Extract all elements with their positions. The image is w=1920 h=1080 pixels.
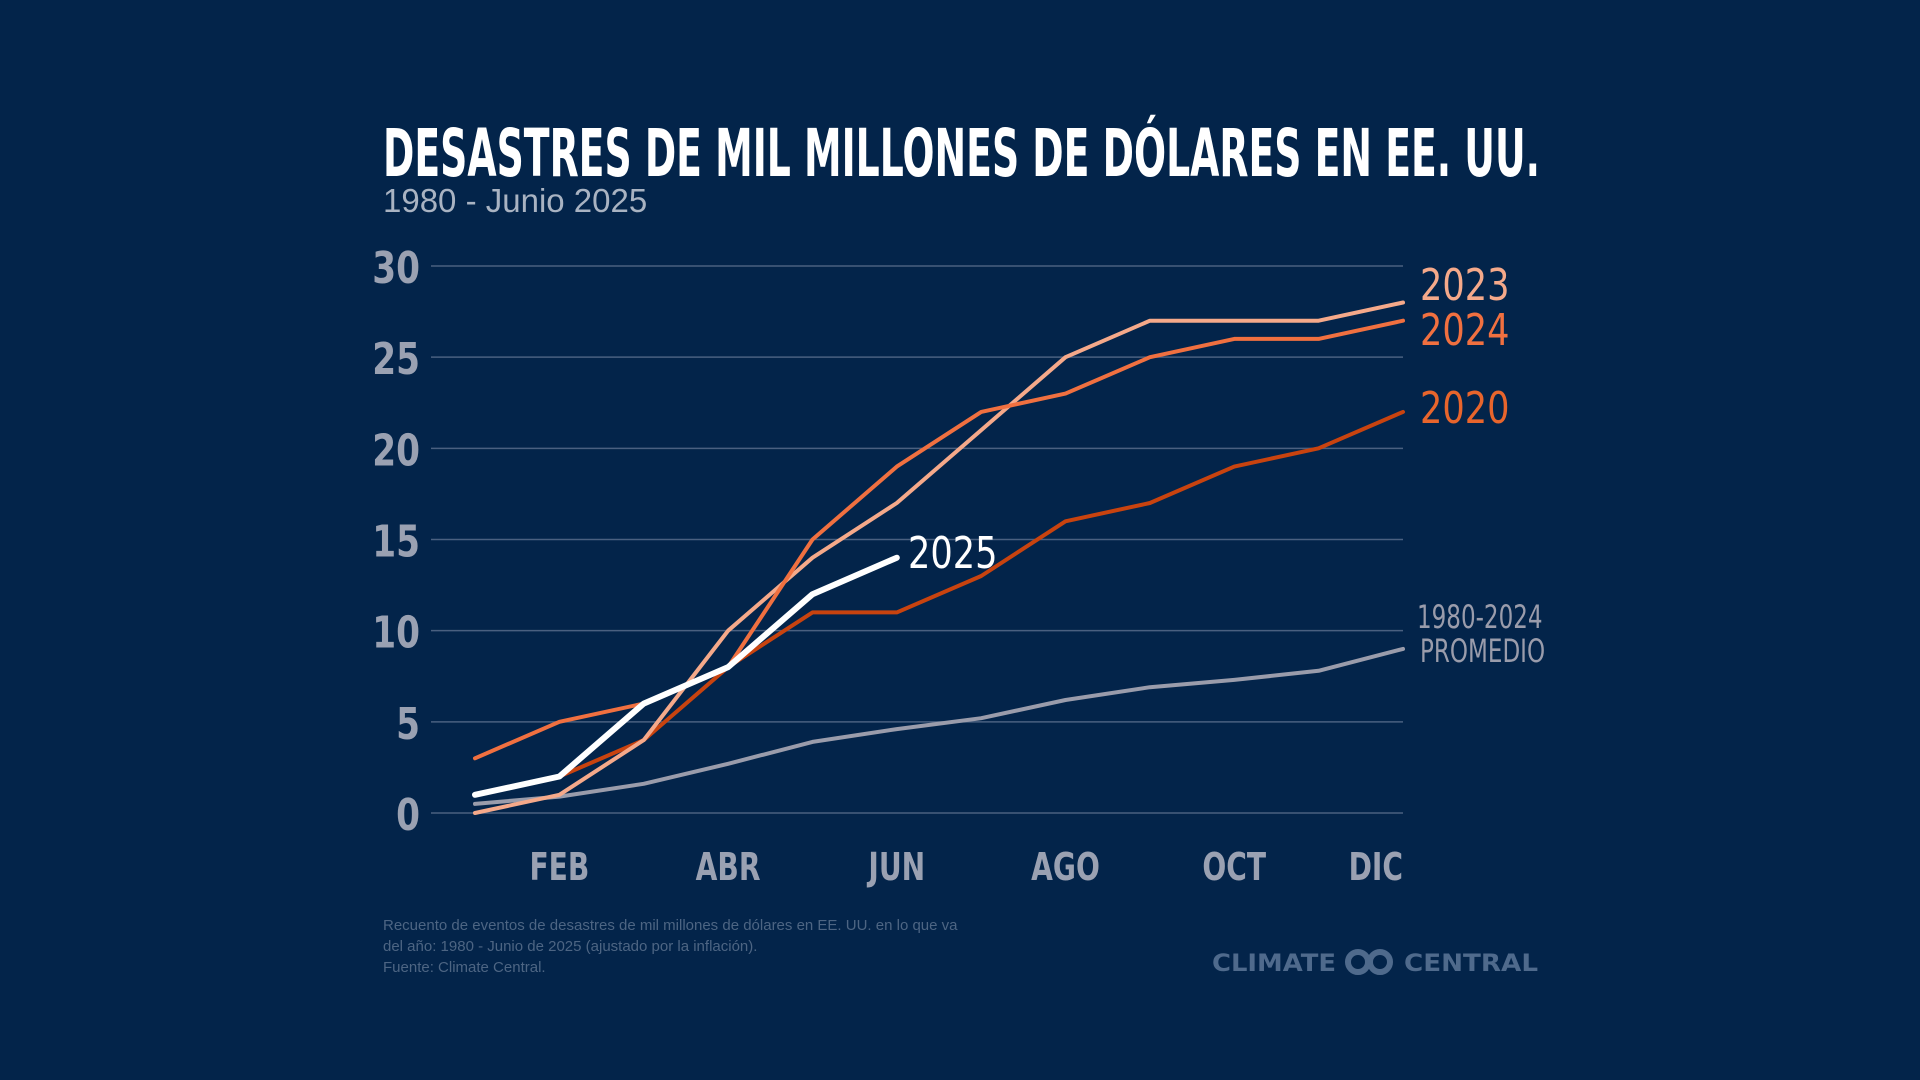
- footnote-line-1: Recuento de eventos de desastres de mil …: [383, 917, 958, 934]
- series-label-2024: 2024: [1420, 305, 1510, 356]
- y-tick-label: 15: [372, 516, 420, 567]
- logo-rings-icon: [1345, 949, 1393, 975]
- series-label-average-years: 1980-2024: [1417, 598, 1543, 636]
- chart-subtitle: 1980 - Junio 2025: [383, 182, 647, 219]
- footnote: Recuento de eventos de desastres de mil …: [383, 917, 958, 976]
- y-tick-label: 20: [372, 425, 420, 476]
- y-axis: 0 5 10 15 20 25 30: [372, 243, 420, 841]
- series-label-2023: 2023: [1420, 260, 1510, 311]
- series-lines: [472, 300, 1405, 815]
- logo-text-left: CLIMATE: [1212, 949, 1336, 977]
- y-tick-label: 5: [396, 699, 420, 750]
- series-label-2020: 2020: [1420, 383, 1510, 434]
- y-tick-label: 0: [396, 790, 420, 841]
- y-tick-label: 25: [372, 334, 420, 385]
- x-tick-label: ABR: [696, 845, 761, 889]
- x-tick-label: AGO: [1031, 845, 1100, 889]
- y-tick-label: 30: [372, 243, 420, 294]
- series-line-2024: [473, 318, 1405, 761]
- logo-text-right: CENTRAL: [1404, 949, 1538, 977]
- series-label-2025: 2025: [908, 528, 998, 579]
- series-line-2025: [472, 554, 900, 798]
- series-line-1980-2024-promedio: [473, 646, 1405, 806]
- chart-title: DESASTRES DE MIL MILLONES DE DÓLARES EN …: [383, 115, 1540, 192]
- x-tick-label: OCT: [1202, 845, 1266, 889]
- x-tick-label: DIC: [1349, 845, 1403, 889]
- x-tick-label: FEB: [529, 845, 589, 889]
- x-axis: FEB ABR JUN AGO OCT DIC: [529, 845, 1403, 889]
- series-line-2020: [473, 409, 1405, 797]
- y-tick-label: 10: [372, 608, 420, 659]
- x-tick-label: JUN: [867, 845, 925, 889]
- gridlines: [431, 265, 1403, 814]
- footnote-line-2: del año: 1980 - Junio de 2025 (ajustado …: [383, 938, 757, 955]
- series-label-average: PROMEDIO: [1420, 632, 1545, 670]
- footnote-line-3: Fuente: Climate Central.: [383, 959, 546, 976]
- series-line-2023: [473, 300, 1405, 815]
- climate-central-logo: CLIMATE CENTRAL: [1212, 949, 1538, 977]
